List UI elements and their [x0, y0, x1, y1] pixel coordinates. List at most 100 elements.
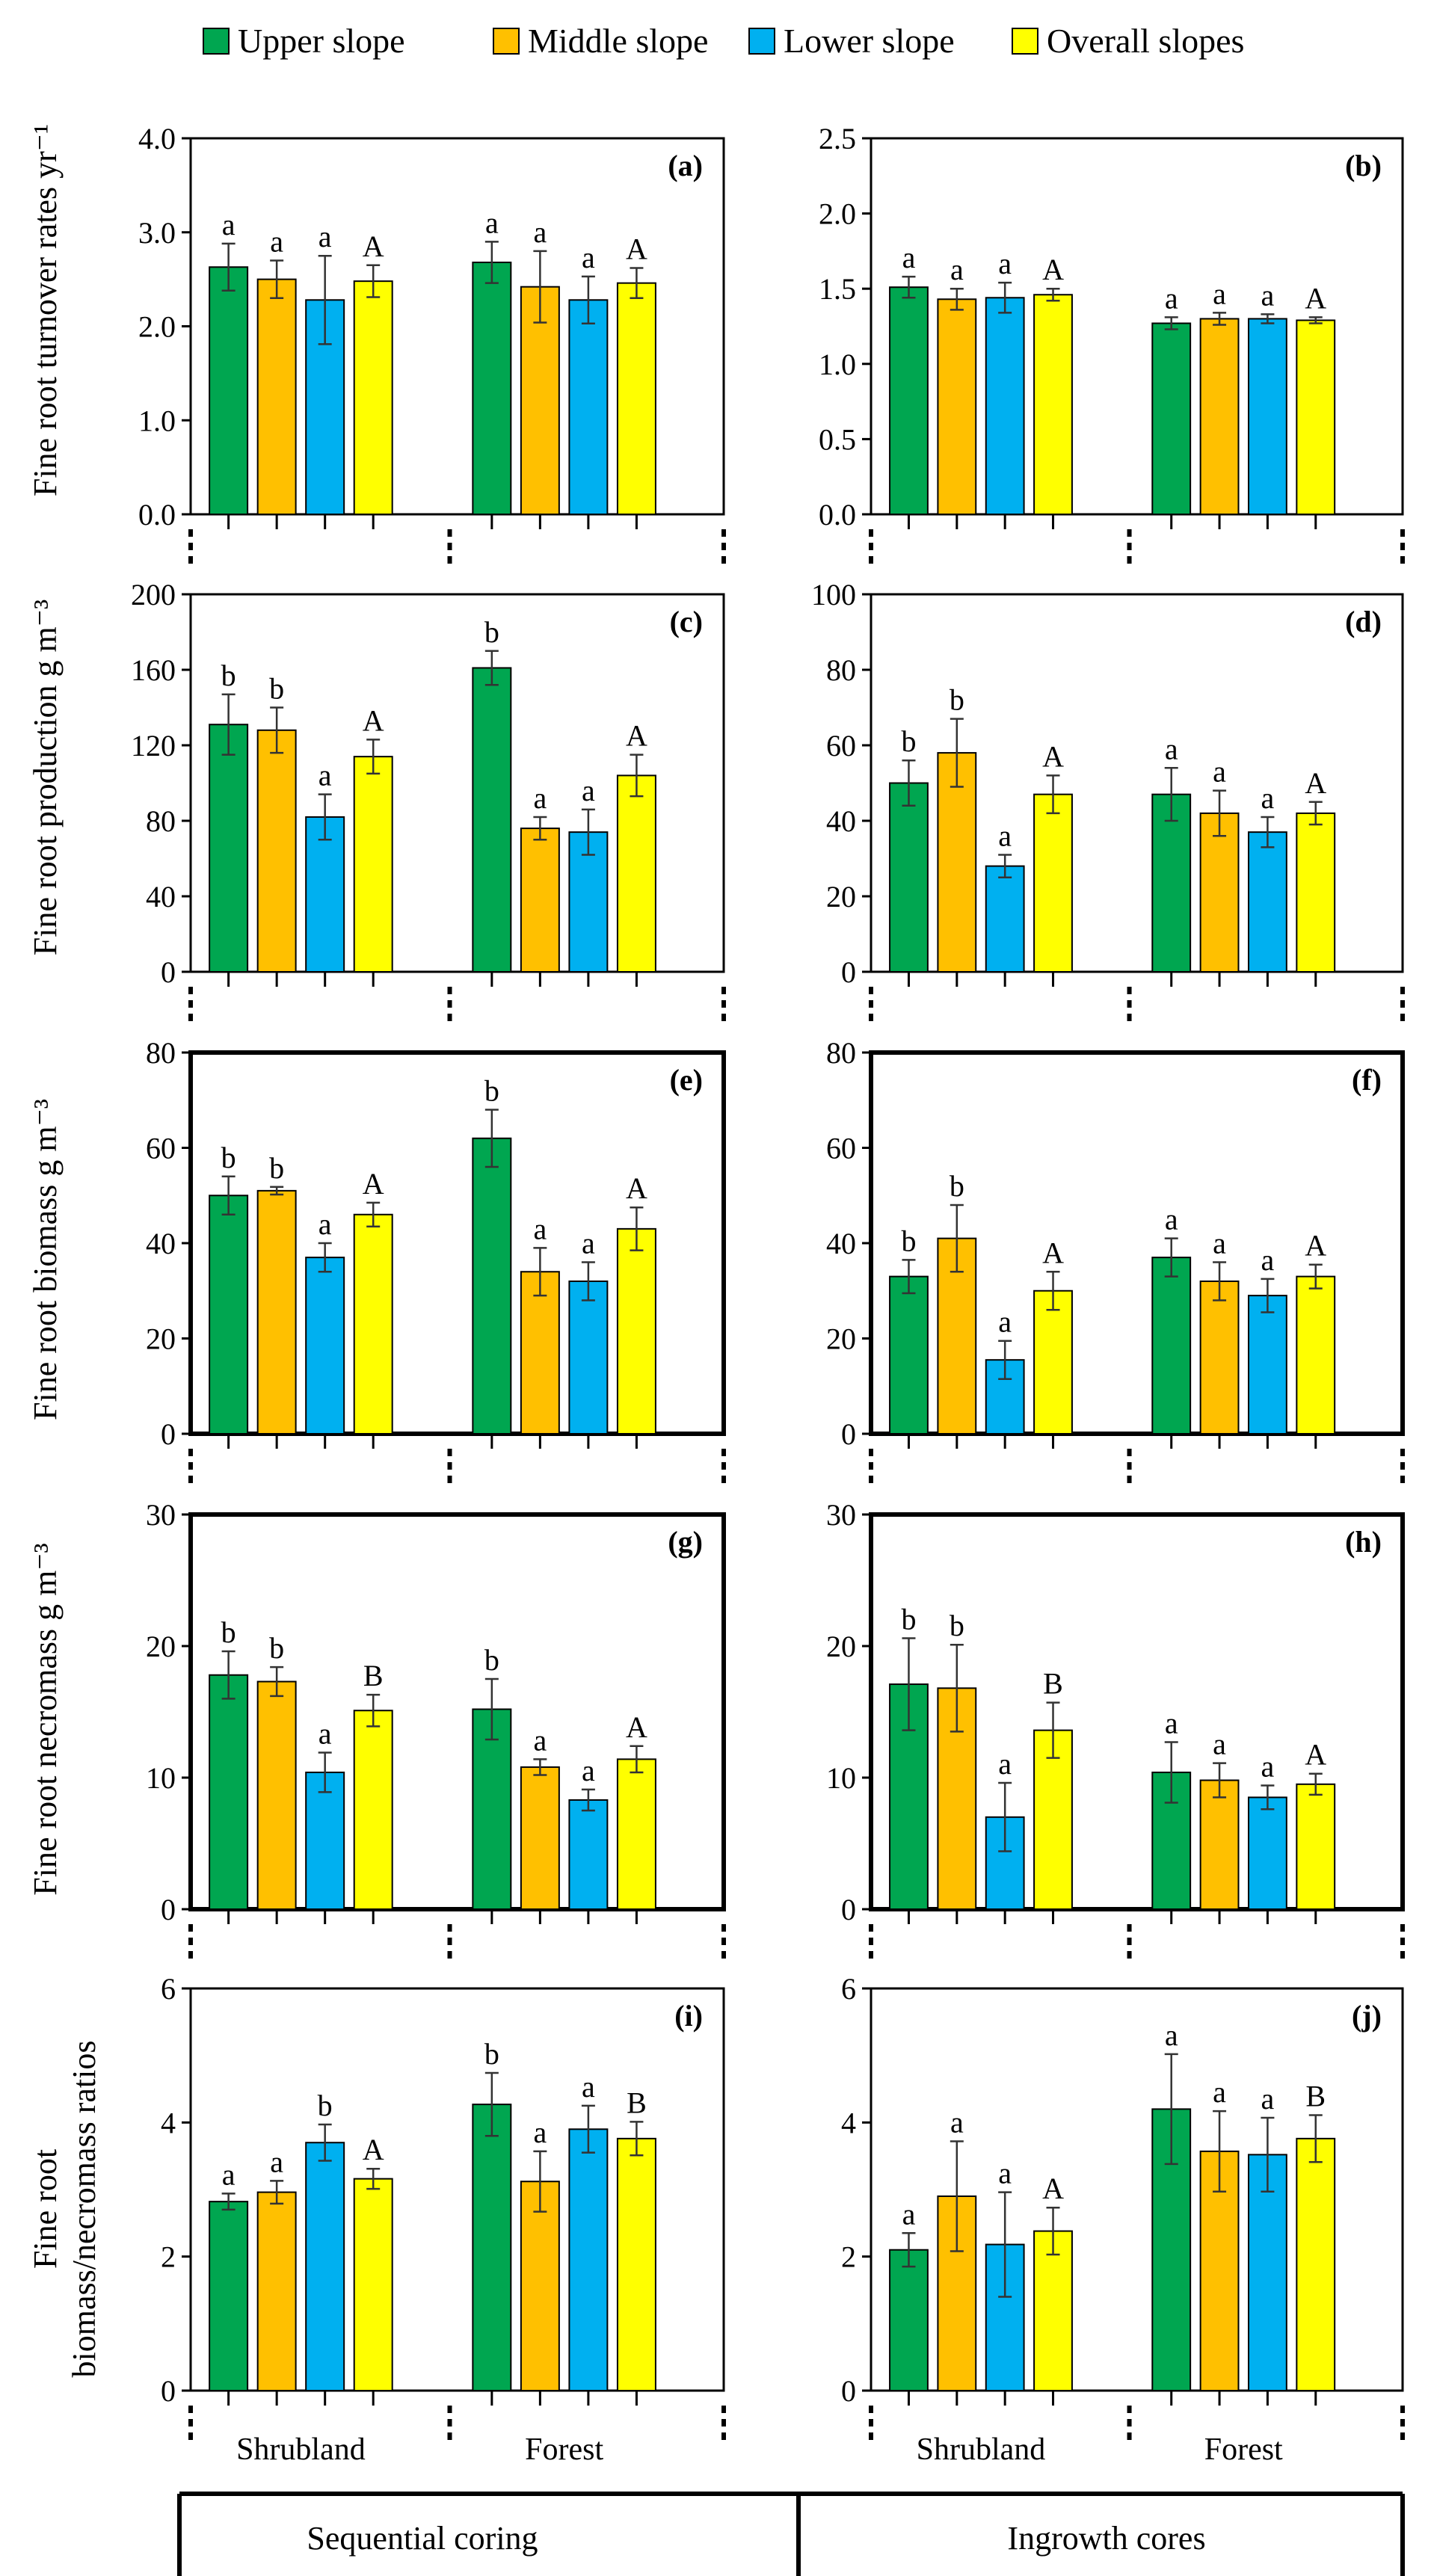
significance-letter: A	[363, 2133, 384, 2166]
bar	[520, 828, 560, 973]
panel-label: (f)	[1352, 1063, 1382, 1097]
panel-a: 0.01.02.03.04.0(a)aa a Aa aa A	[138, 122, 726, 567]
bar	[520, 2181, 560, 2391]
y-tick-label: 4.0	[138, 122, 176, 155]
significance-letter: b	[269, 1151, 284, 1185]
significance-letter: b	[484, 615, 499, 649]
bar	[472, 261, 512, 515]
significance-letter: b	[221, 1141, 236, 1174]
significance-letter: a	[582, 774, 595, 807]
panel-label: (i)	[674, 1999, 703, 2033]
group-label: Forest	[1204, 2432, 1283, 2467]
bar	[1033, 294, 1073, 515]
significance-letter: a	[1213, 277, 1226, 310]
y-tick-label: 0	[161, 2374, 176, 2408]
bar	[1296, 1275, 1336, 1435]
significance-letter: A	[1305, 281, 1326, 315]
y-tick-label: 20	[826, 1630, 856, 1663]
significance-letter: a	[1213, 1728, 1226, 1761]
significance-letter: a	[1165, 2018, 1178, 2052]
significance-letter: a	[1165, 281, 1178, 315]
significance-letter: a	[998, 2157, 1012, 2190]
legend-label: Overall slopes	[1047, 22, 1244, 60]
plot-frame	[188, 1512, 726, 1911]
row-label: Fine root turnover rates yr⁻¹	[27, 124, 64, 496]
bar	[209, 2201, 249, 2391]
bar	[1296, 2137, 1336, 2391]
panel-label: (g)	[668, 1525, 703, 1559]
bar	[1247, 318, 1287, 515]
significance-letter: a	[270, 224, 283, 258]
significance-letter: A	[363, 229, 384, 263]
bar	[568, 2128, 609, 2392]
bar	[1199, 812, 1240, 973]
significance-letter: a	[533, 781, 547, 815]
y-tick-label: 100	[811, 578, 856, 611]
significance-letter: a	[950, 2105, 964, 2139]
significance-letter: A	[1042, 253, 1064, 286]
significance-letter: A	[1042, 1236, 1064, 1269]
bar	[616, 2137, 656, 2391]
bar	[1151, 322, 1192, 516]
y-tick-label: 2.0	[138, 310, 176, 344]
bar	[1033, 793, 1073, 973]
bar	[1199, 1779, 1240, 1911]
y-tick-label: 6	[161, 1972, 176, 2006]
y-tick-label: 3.0	[138, 216, 176, 250]
y-tick-label: 0	[161, 1417, 176, 1451]
significance-letter: b	[484, 1643, 499, 1677]
bar	[1247, 1295, 1287, 1435]
bar	[256, 2191, 297, 2391]
y-tick-label: 0	[161, 1893, 176, 1926]
bar	[472, 667, 512, 973]
significance-letter: a	[1261, 1750, 1275, 1784]
significance-letter: b	[221, 1615, 236, 1649]
significance-letter: a	[1261, 1243, 1275, 1277]
bar	[353, 2178, 393, 2391]
legend-swatch	[493, 28, 520, 55]
group-label: Shrubland	[917, 2432, 1046, 2467]
bar	[209, 266, 249, 515]
legend-item: Middle slope	[493, 22, 708, 60]
y-tick-label: 160	[131, 653, 176, 687]
significance-letter: a	[533, 2116, 547, 2149]
significance-letter: a	[582, 2070, 595, 2104]
y-tick-label: 1.5	[819, 272, 856, 306]
significance-letter: a	[1261, 278, 1275, 312]
plot-frame	[869, 1512, 1405, 1911]
significance-letter: A	[626, 1710, 647, 1744]
significance-letter: a	[318, 220, 332, 253]
significance-letter: a	[1165, 732, 1178, 765]
bar	[937, 298, 977, 515]
bar	[256, 1189, 297, 1435]
significance-letter: a	[222, 208, 236, 241]
bar	[616, 774, 656, 973]
row-labels: Fine root turnover rates yr⁻¹ Fine root p…	[27, 124, 102, 2378]
legend-item: Upper slope	[203, 22, 405, 60]
bar	[256, 729, 297, 973]
y-tick-label: 2.0	[819, 197, 856, 231]
bar	[985, 865, 1025, 973]
panel-label: (c)	[670, 605, 703, 638]
y-tick-label: 1.0	[138, 404, 176, 437]
bar	[1033, 1729, 1073, 1910]
significance-letter: a	[902, 2197, 916, 2231]
bar	[353, 280, 393, 515]
significance-letter: b	[901, 1602, 916, 1636]
method-label-sequential: Sequential coring	[307, 2520, 538, 2557]
legend-label: Middle slope	[528, 22, 708, 60]
row-label: Fine rootbiomass/necromass ratios	[27, 2041, 102, 2378]
y-tick-label: 20	[146, 1630, 176, 1663]
significance-letter: a	[582, 1754, 595, 1787]
significance-letter: a	[998, 1305, 1012, 1339]
significance-letter: A	[1042, 2172, 1064, 2205]
legend: Upper slope Middle slope Lower slope Overal…	[203, 22, 1244, 60]
bar	[568, 299, 609, 515]
y-tick-label: 0	[161, 955, 176, 989]
bar	[520, 1271, 560, 1435]
bar	[305, 1257, 345, 1435]
row-label: Fine root necromass g m⁻³	[27, 1543, 64, 1895]
